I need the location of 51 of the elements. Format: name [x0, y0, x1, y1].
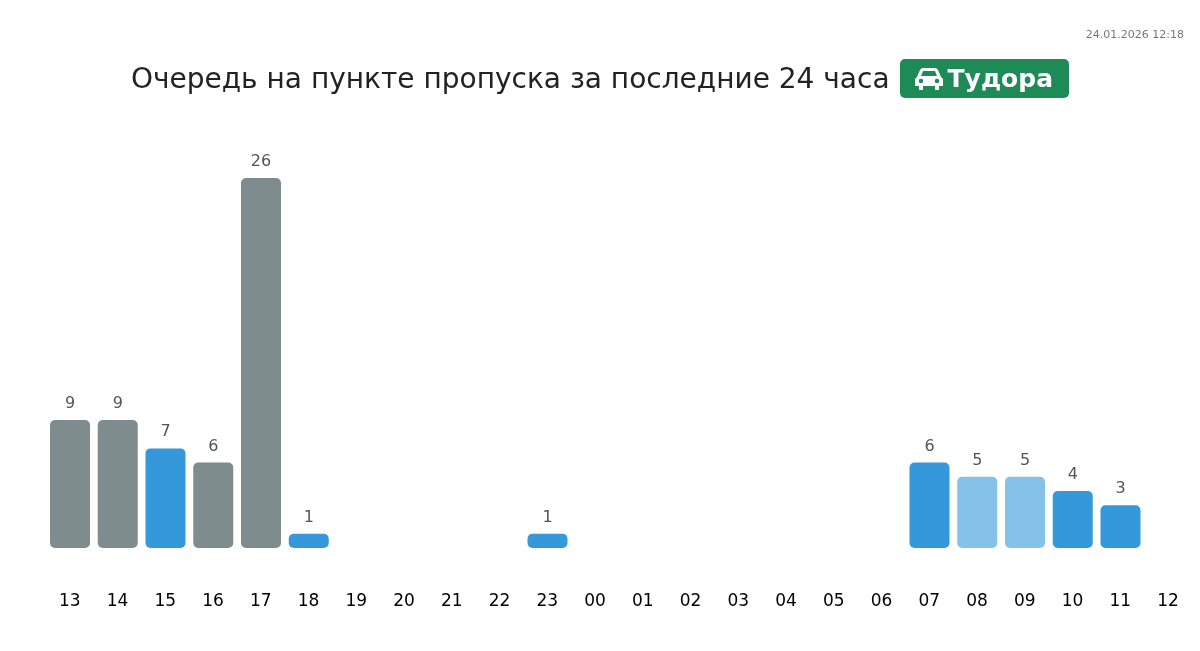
- chart-subtitle: Тудора: [947, 64, 1054, 93]
- x-tick-label: 07: [918, 590, 941, 611]
- x-tick-label: 06: [870, 590, 893, 611]
- x-tick-label: 10: [1061, 590, 1084, 611]
- bar: [241, 178, 281, 548]
- x-tick-label: 05: [823, 590, 845, 611]
- x-tick-label: 19: [345, 590, 368, 611]
- x-tick-label: 00: [584, 590, 606, 611]
- data-label: 5: [1019, 449, 1031, 469]
- x-tick-label: 17: [250, 590, 272, 611]
- x-tick-label: 01: [632, 590, 654, 611]
- x-tick-label: 12: [1157, 590, 1179, 611]
- data-label: 26: [250, 151, 272, 170]
- bar: [145, 448, 186, 548]
- x-tick-label: 02: [679, 590, 702, 611]
- data-label: 5: [972, 449, 983, 469]
- data-label: 4: [1067, 464, 1078, 484]
- data-label: 1: [303, 506, 314, 526]
- text: 24.01.2026 12:18: [1085, 28, 1184, 41]
- bar: [1005, 476, 1045, 548]
- x-tick-label: 13: [59, 590, 81, 611]
- x-tick-label: 14: [106, 590, 129, 611]
- data-label: 6: [924, 435, 935, 455]
- bar: [1100, 505, 1141, 548]
- x-tick-label: 03: [727, 590, 750, 611]
- x-tick-label: 04: [775, 590, 797, 611]
- x-tick-label: 20: [393, 590, 415, 611]
- data-label: 9: [64, 392, 76, 412]
- x-tick-label: 09: [1014, 590, 1036, 611]
- bar: [288, 533, 329, 548]
- bar: [50, 419, 90, 548]
- bar: [1052, 491, 1093, 548]
- bar: [193, 462, 234, 548]
- x-tick-label: 08: [966, 590, 988, 611]
- x-tick-label: 23: [536, 590, 559, 611]
- bar: [527, 533, 568, 548]
- bar: [909, 462, 950, 548]
- x-tick-label: 16: [202, 590, 224, 611]
- bar: [97, 419, 138, 548]
- x-tick-label: 21: [441, 590, 463, 611]
- data-label: 7: [160, 421, 171, 441]
- data-label: 9: [112, 392, 123, 412]
- chart-title: Очередь на пункте пропуска за последние 24 часа: [130, 62, 890, 95]
- x-tick-label: 15: [154, 590, 177, 611]
- data-label: 6: [208, 435, 219, 455]
- x-tick-label: 22: [488, 590, 511, 611]
- bar: [957, 476, 998, 548]
- x-tick-label: 11: [1109, 590, 1132, 611]
- x-tick-label: 18: [297, 590, 320, 611]
- data-label: 1: [542, 506, 553, 526]
- data-label: 3: [1115, 478, 1126, 498]
